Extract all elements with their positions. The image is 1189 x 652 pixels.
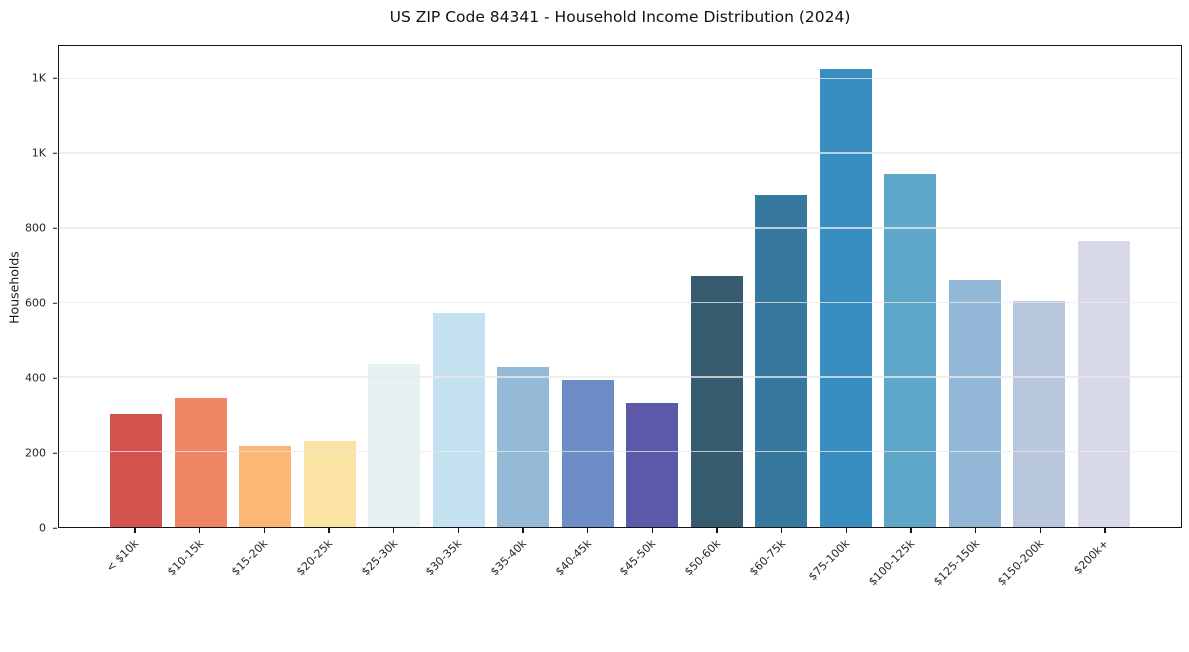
y-tick-mark — [52, 527, 57, 529]
x-tick-label: $100-125k — [866, 537, 918, 589]
x-axis: < $10k $10-15k $15-20k $20-25k $25-30k $30-35… — [58, 528, 1182, 590]
x-tick-mark — [392, 528, 395, 533]
bar-35-40k — [497, 366, 550, 527]
income-distribution-chart: US ZIP Code 84341 - Household Income Dis… — [0, 8, 1182, 590]
x-tick-label: $10-15k — [164, 537, 206, 579]
x-tick-mark — [263, 528, 266, 533]
x-tick-label: $50-60k — [681, 537, 724, 579]
x-tick-label: $20-25k — [293, 537, 336, 579]
bar-40-45k — [561, 379, 614, 527]
x-tick-mark — [974, 528, 977, 533]
bar-60-75k — [755, 194, 808, 527]
x-tick-label: $15-20k — [229, 537, 271, 579]
x-tick-mark — [716, 528, 718, 533]
y-tick-label: 400 — [25, 371, 46, 385]
y-tick-label: 600 — [25, 296, 46, 310]
x-tick-label: $125-150k — [930, 537, 982, 589]
x-tick-mark — [586, 528, 589, 533]
x-tick-label: $25-30k — [358, 537, 400, 579]
bar-15-20k — [239, 445, 292, 527]
bar-10k — [110, 413, 162, 527]
x-tick-mark — [328, 528, 330, 533]
bar-25-30k — [368, 363, 421, 527]
x-tick-label: $75-100k — [806, 537, 853, 584]
bar-20-25k — [303, 440, 356, 527]
x-tick-label: $30-35k — [423, 537, 465, 579]
y-tick-label: 0 — [39, 521, 46, 535]
bar-125-150k — [948, 280, 1001, 527]
chart-title: US ZIP Code 84341 - Household Income Dis… — [389, 8, 851, 26]
x-tick-label: $60-75k — [746, 537, 788, 579]
x-tick-mark — [522, 528, 524, 533]
bar-200k — [1077, 241, 1130, 527]
x-tick-mark — [457, 528, 460, 533]
y-tick-label: 1K — [31, 71, 46, 85]
y-tick-label: 1K — [31, 146, 46, 160]
x-tick-mark — [1039, 528, 1042, 533]
y-tick-label: 200 — [25, 446, 46, 460]
x-tick-label: $45-50k — [617, 537, 659, 579]
y-tick-mark — [52, 77, 57, 80]
bar-150-200k — [1013, 301, 1066, 527]
x-tick-mark — [134, 528, 136, 533]
bar-75-100k — [819, 68, 872, 527]
x-tick-mark — [780, 528, 783, 533]
y-tick-mark — [52, 452, 57, 454]
x-tick-label: < $10k — [103, 537, 142, 575]
bar-100-125k — [884, 174, 937, 527]
bar-50-60k — [690, 276, 743, 527]
x-tick-mark — [845, 528, 848, 533]
y-axis: 0 200 400 600 800 1K 1K — [0, 45, 58, 535]
y-tick-mark — [52, 377, 57, 379]
x-tick-mark — [910, 528, 912, 533]
x-tick-label: $40-45k — [552, 537, 594, 579]
x-tick-mark — [198, 528, 201, 533]
bar-45-50k — [626, 403, 679, 527]
x-tick-label: $35-40k — [487, 537, 530, 579]
x-tick-mark — [651, 528, 654, 533]
y-tick-mark — [52, 227, 57, 230]
bars-container — [59, 46, 1181, 527]
bar-30-35k — [432, 313, 485, 527]
x-tick-label: $200k+ — [1071, 537, 1112, 578]
x-tick-label: $150-200k — [995, 537, 1047, 589]
y-tick-label: 800 — [25, 221, 46, 235]
y-tick-mark — [52, 152, 57, 155]
y-tick-mark — [52, 302, 57, 304]
bar-10-15k — [174, 398, 227, 527]
plot-area — [58, 45, 1182, 528]
x-tick-mark — [1104, 528, 1106, 533]
